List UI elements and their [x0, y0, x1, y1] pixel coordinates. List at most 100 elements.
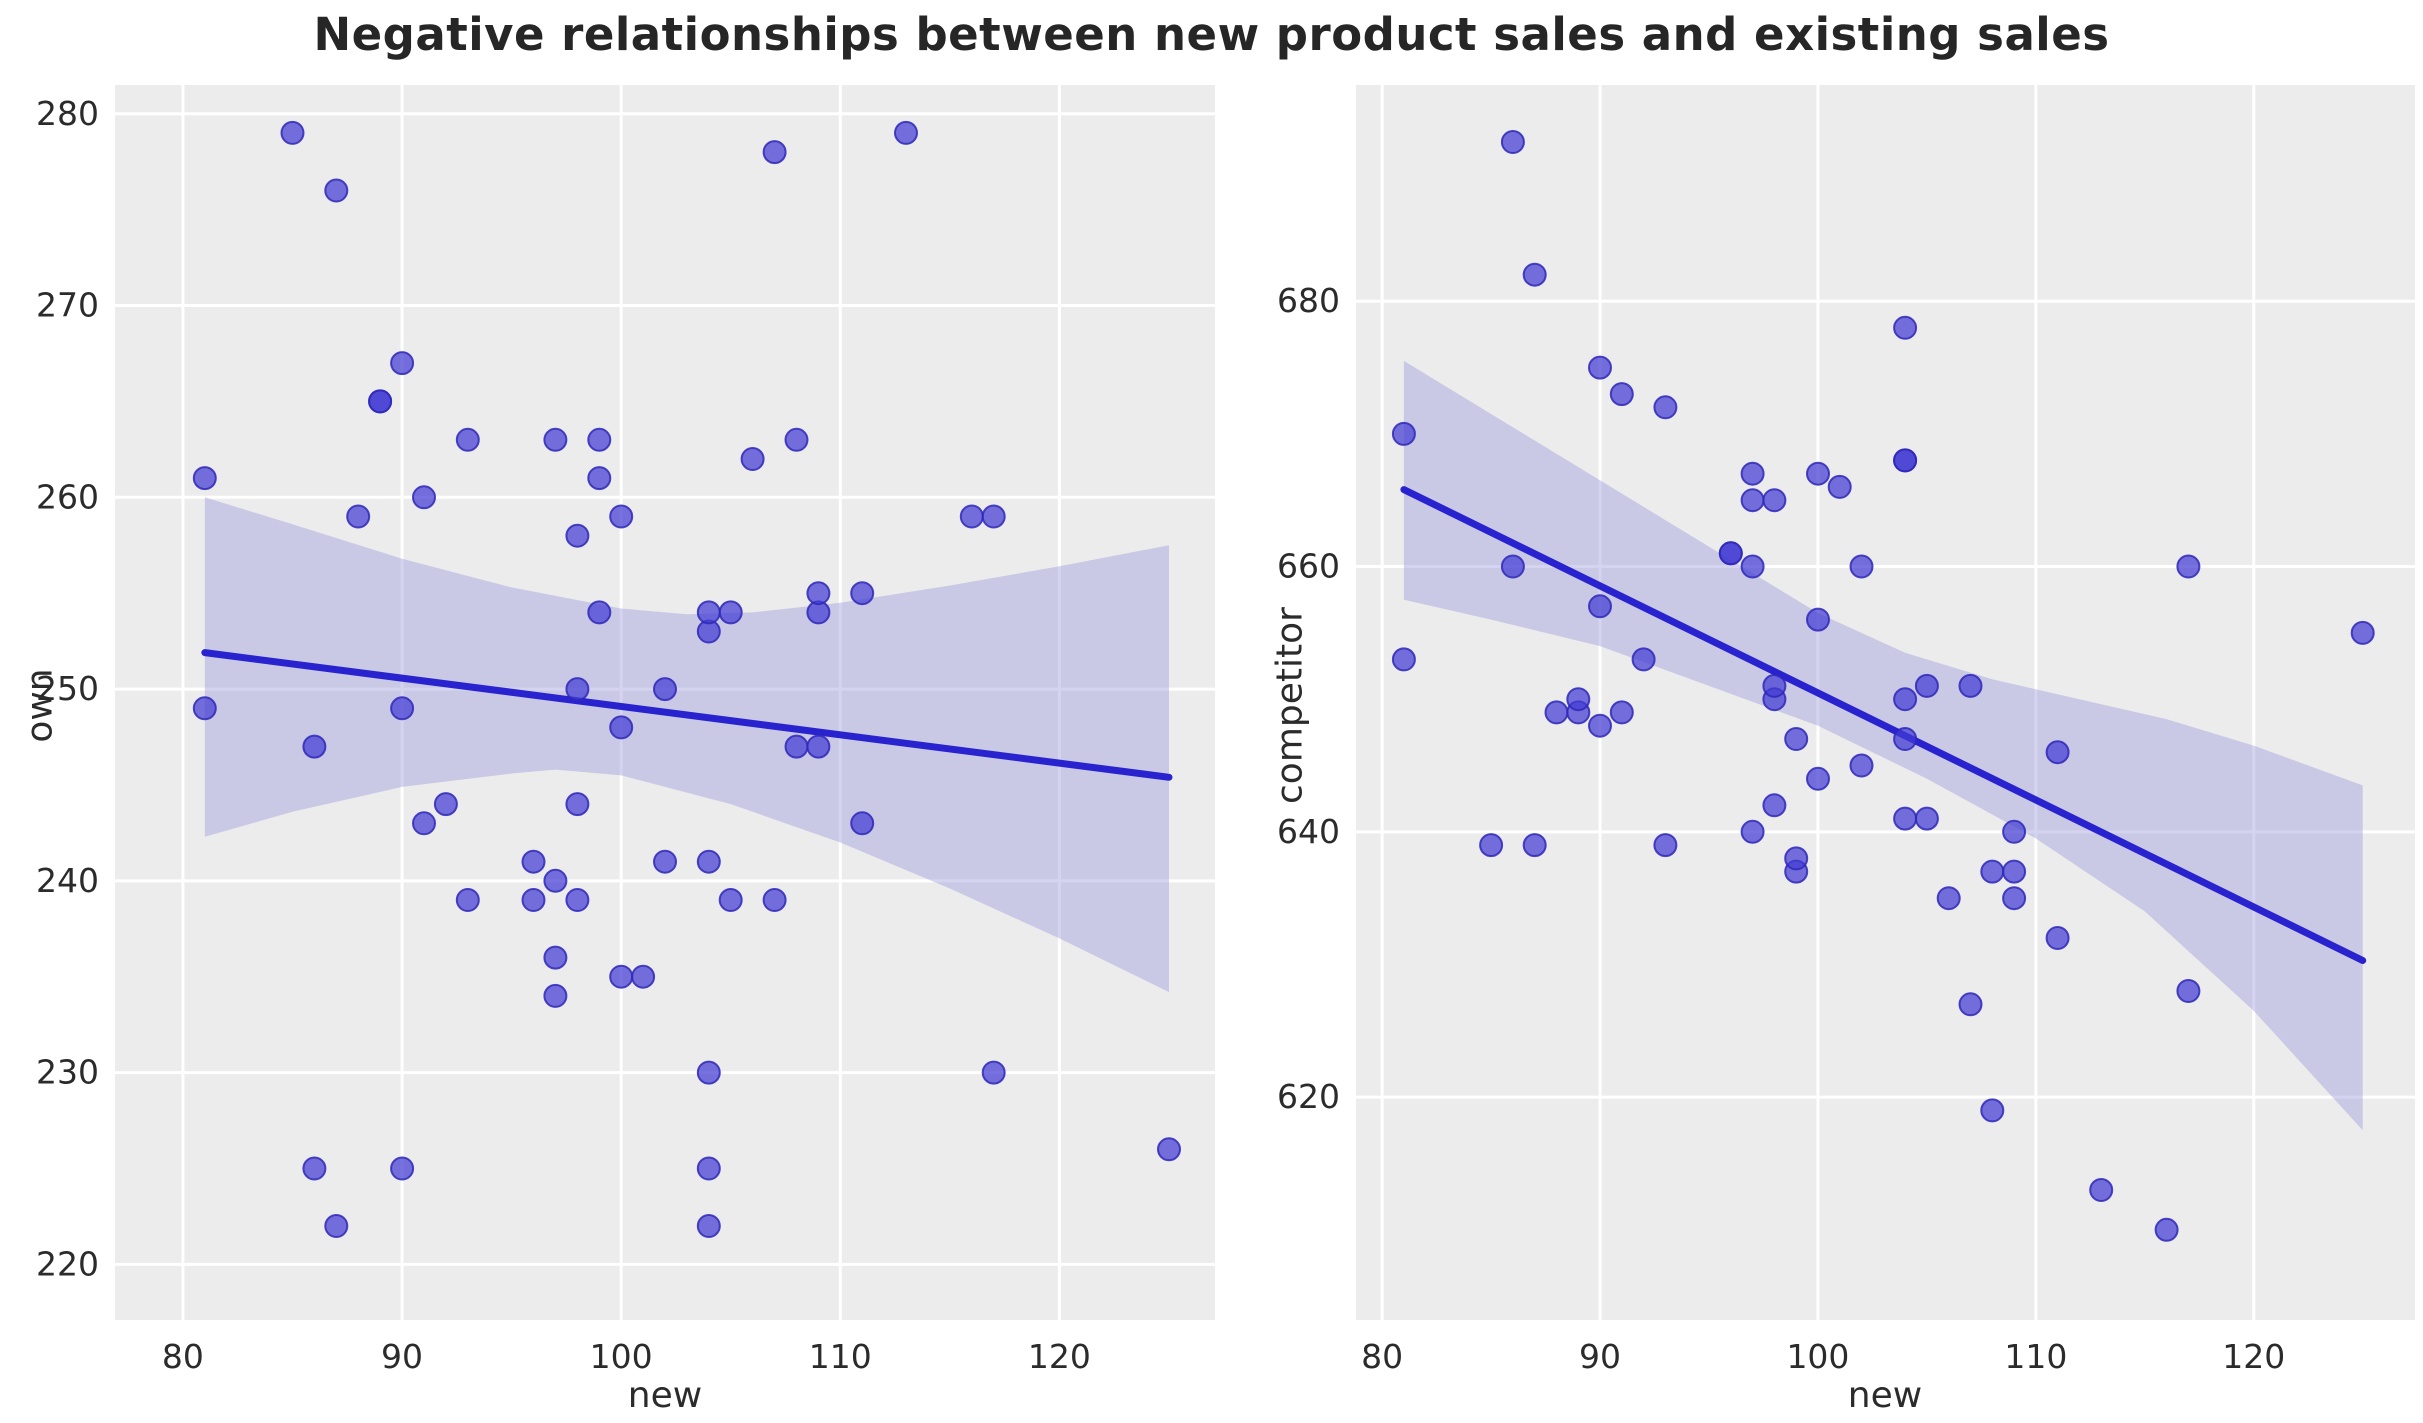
data-point-competitor — [1784, 727, 1809, 751]
y-tick-label-own-270: 270 — [36, 286, 99, 325]
data-point-own — [412, 485, 436, 510]
data-point-own — [390, 696, 415, 721]
data-point-own — [696, 1156, 721, 1181]
data-point-competitor — [1762, 673, 1787, 698]
data-point-own — [959, 504, 984, 529]
y-tick-label-own-250: 250 — [36, 669, 99, 708]
data-point-own — [696, 600, 721, 625]
data-point-competitor — [1718, 541, 1743, 566]
y-tick-label-competitor-660: 660 — [1277, 547, 1340, 586]
data-point-own — [302, 734, 327, 759]
x-axis-label-own: new — [627, 1375, 703, 1416]
data-point-own — [192, 466, 217, 491]
y-tick-label-own-260: 260 — [36, 477, 99, 516]
data-point-competitor — [1653, 833, 1678, 858]
data-point-competitor — [1827, 474, 1852, 499]
data-point-competitor — [1893, 315, 1918, 340]
data-point-own — [390, 1156, 415, 1181]
data-point-own — [390, 351, 415, 376]
data-point-competitor — [2154, 1217, 2179, 1242]
data-point-own — [806, 734, 831, 759]
data-point-own — [324, 1214, 349, 1238]
data-point-own — [543, 983, 568, 1008]
data-point-own — [631, 964, 656, 989]
data-point-own — [609, 504, 634, 529]
data-point-competitor — [1588, 713, 1612, 738]
data-point-own — [718, 600, 743, 625]
data-point-own — [587, 466, 612, 491]
data-point-own — [412, 811, 436, 836]
y-tick-label-own-280: 280 — [36, 94, 99, 133]
data-point-own — [455, 888, 480, 912]
data-point-competitor — [2002, 886, 2027, 911]
data-point-own — [192, 696, 217, 721]
data-point-competitor — [1893, 727, 1918, 751]
data-point-competitor — [2176, 554, 2201, 579]
y-tick-label-own-220: 220 — [36, 1244, 99, 1283]
y-tick-label-competitor-640: 640 — [1277, 812, 1340, 851]
data-point-own — [543, 945, 568, 970]
x-tick-label-competitor-110: 110 — [2004, 1337, 2067, 1376]
data-point-own — [653, 849, 677, 874]
data-point-competitor — [1980, 859, 2005, 884]
data-point-own — [981, 504, 1006, 529]
panel-background-competitor — [1356, 85, 2415, 1320]
data-point-competitor — [1500, 554, 1525, 579]
data-point-competitor — [1588, 355, 1612, 380]
data-point-competitor — [2002, 819, 2027, 844]
data-point-competitor — [1740, 488, 1765, 513]
x-axis-label-competitor: new — [1847, 1375, 1923, 1416]
data-point-competitor — [2045, 740, 2070, 765]
data-point-own — [543, 427, 568, 452]
figure-title: Negative relationships between new produ… — [313, 8, 2110, 61]
data-point-own — [784, 427, 809, 452]
data-point-own — [696, 849, 721, 874]
data-point-competitor — [1893, 687, 1918, 712]
data-point-own — [696, 1214, 721, 1238]
x-tick-label-competitor-100: 100 — [1786, 1337, 1849, 1376]
data-point-competitor — [1653, 395, 1678, 420]
data-point-own — [609, 715, 634, 740]
data-point-competitor — [1740, 554, 1765, 579]
data-point-own — [740, 447, 765, 471]
x-tick-label-own-80: 80 — [162, 1337, 204, 1376]
data-point-competitor — [1609, 382, 1634, 407]
data-point-competitor — [1914, 673, 1939, 698]
data-point-own — [806, 581, 831, 606]
data-point-own — [850, 581, 875, 606]
regression-line-own — [201, 649, 1173, 781]
y-tick-label-own-240: 240 — [36, 861, 99, 900]
data-point-own — [543, 868, 568, 893]
data-point-competitor — [1914, 806, 1939, 831]
data-point-competitor — [1806, 461, 1830, 486]
data-point-competitor — [1762, 793, 1787, 818]
x-tick-label-own-110: 110 — [809, 1337, 872, 1376]
data-point-competitor — [2089, 1178, 2114, 1202]
data-point-competitor — [1566, 687, 1591, 712]
data-point-competitor — [1631, 647, 1656, 672]
x-tick-label-own-90: 90 — [381, 1337, 423, 1376]
confidence-band-competitor — [1403, 360, 2363, 1131]
y-tick-label-competitor-680: 680 — [1277, 281, 1340, 320]
data-point-competitor — [2045, 926, 2070, 950]
data-point-own — [587, 600, 612, 625]
data-point-competitor — [1849, 554, 1874, 579]
data-point-own — [455, 427, 480, 452]
data-point-competitor — [1958, 992, 1983, 1017]
data-point-own — [433, 792, 458, 817]
data-point-own — [368, 389, 393, 414]
x-tick-label-own-100: 100 — [590, 1337, 653, 1376]
data-point-competitor — [1740, 819, 1765, 844]
data-point-competitor — [1544, 700, 1569, 725]
data-point-competitor — [1849, 753, 1874, 778]
x-tick-label-own-120: 120 — [1028, 1337, 1091, 1376]
data-point-competitor — [2176, 979, 2201, 1003]
data-point-own — [521, 849, 546, 874]
data-point-own — [653, 677, 677, 702]
data-point-own — [762, 888, 787, 912]
data-point-own — [981, 1060, 1006, 1085]
data-point-competitor — [1391, 421, 1416, 446]
data-point-own — [850, 811, 875, 836]
